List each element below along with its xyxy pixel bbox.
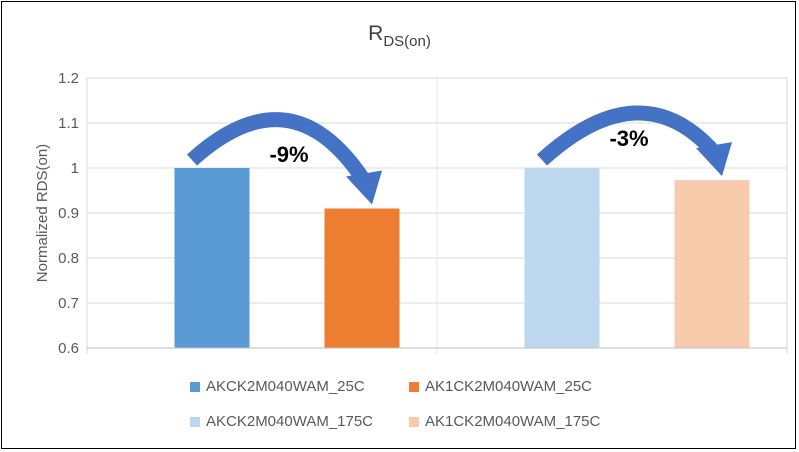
legend-item: AK1CK2M040WAM_175C xyxy=(409,413,600,430)
bar-AKCK2M040WAM_25C xyxy=(174,168,250,348)
bar-AKCK2M040WAM_175C xyxy=(524,168,600,348)
legend-label: AK1CK2M040WAM_175C xyxy=(425,413,601,430)
legend-swatch xyxy=(190,416,200,427)
change-annotation: -3% xyxy=(609,126,648,151)
bar-AK1CK2M040WAM_175C xyxy=(674,180,750,348)
change-arrow-body xyxy=(536,105,720,166)
legend-label: AK1CK2M040WAM_25C xyxy=(425,378,593,395)
chart-title: RDS(on) xyxy=(0,22,799,50)
change-arrow-head xyxy=(696,142,732,177)
y-tick-label: 0.9 xyxy=(58,205,79,222)
legend-label: AKCK2M040WAM_25C xyxy=(206,378,365,395)
chart-title-subscript: DS(on) xyxy=(383,33,431,50)
legend-item: AK1CK2M040WAM_25C xyxy=(409,378,592,395)
legend-item: AKCK2M040WAM_175C xyxy=(190,413,373,430)
legend-item: AKCK2M040WAM_25C xyxy=(190,378,365,395)
change-annotation: -9% xyxy=(269,142,308,167)
change-arrow-head xyxy=(346,170,382,205)
chart-title-main: R xyxy=(368,22,384,45)
change-arrow-body xyxy=(186,112,371,185)
y-tick-label: 1.2 xyxy=(58,70,79,87)
y-axis-label: Normalized RDS(on) xyxy=(34,144,51,282)
y-tick-label: 1 xyxy=(71,160,79,177)
y-tick-label: 0.7 xyxy=(58,295,79,312)
legend-swatch xyxy=(190,381,200,392)
y-tick-label: 0.8 xyxy=(58,250,79,267)
y-tick-label: 1.1 xyxy=(58,115,79,132)
legend-swatch xyxy=(409,416,419,427)
y-tick-label: 0.6 xyxy=(58,340,79,357)
legend-label: AKCK2M040WAM_175C xyxy=(206,413,374,430)
legend-swatch xyxy=(409,381,419,392)
bar-AK1CK2M040WAM_25C xyxy=(324,208,400,348)
